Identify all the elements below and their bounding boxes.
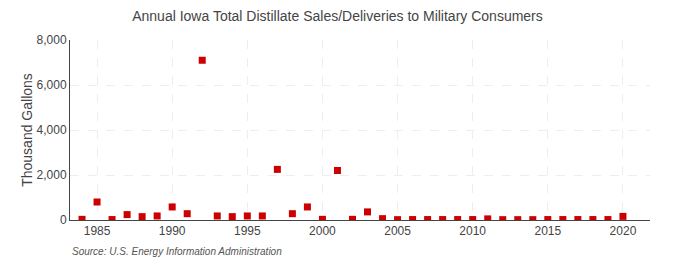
svg-text:1985: 1985: [84, 224, 111, 238]
svg-text:2010: 2010: [459, 224, 486, 238]
svg-text:2,000: 2,000: [37, 168, 67, 182]
svg-text:8,000: 8,000: [37, 33, 67, 47]
svg-text:2000: 2000: [309, 224, 336, 238]
svg-text:2005: 2005: [384, 224, 411, 238]
svg-text:2020: 2020: [610, 224, 637, 238]
svg-text:Annual Iowa Total Distillate S: Annual Iowa Total Distillate Sales/Deliv…: [132, 8, 543, 24]
svg-text:4,000: 4,000: [37, 123, 67, 137]
svg-text:2015: 2015: [534, 224, 561, 238]
svg-text:Thousand Gallons: Thousand Gallons: [19, 73, 35, 187]
svg-text:6,000: 6,000: [37, 78, 67, 92]
svg-text:Source: U.S. Energy Informatio: Source: U.S. Energy Information Administ…: [72, 246, 282, 257]
svg-text:1995: 1995: [234, 224, 261, 238]
svg-text:0: 0: [60, 213, 67, 227]
svg-text:1990: 1990: [159, 224, 186, 238]
